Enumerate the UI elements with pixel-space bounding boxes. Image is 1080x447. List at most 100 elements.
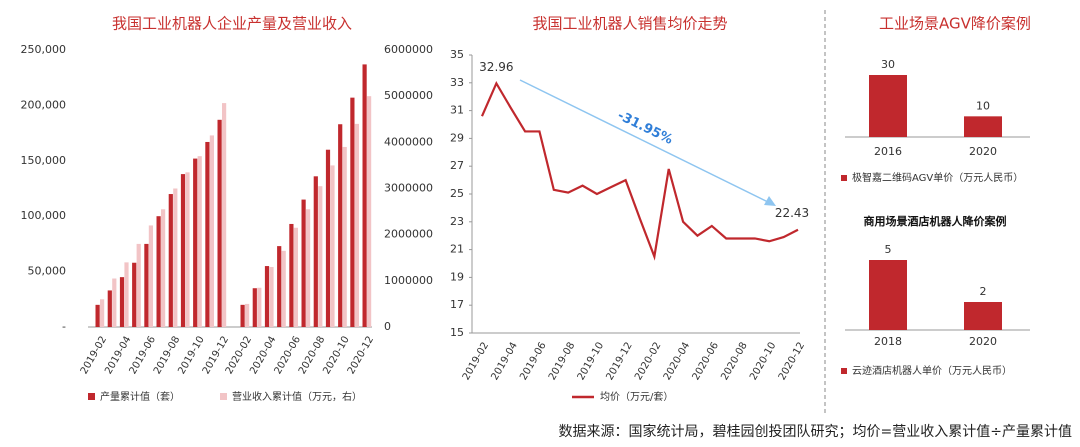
data-label: 22.43 [775, 206, 809, 220]
bar [350, 97, 355, 327]
bar [301, 199, 306, 327]
y-tick-label: 100,000 [21, 209, 67, 222]
y-tick-label: 50,000 [28, 265, 67, 278]
source-note: 数据来源：国家统计局，碧桂园创投团队研究；均价=营业收入累计值÷产量累计值 [559, 423, 1072, 440]
legend-label: 均价（万元/套） [600, 390, 673, 403]
bar [257, 287, 262, 327]
bar [252, 288, 257, 327]
bar [222, 103, 227, 327]
bar [205, 141, 210, 327]
line [480, 80, 799, 261]
data-label: 32.96 [479, 60, 513, 74]
x-tick-label: 2020-06 [691, 341, 721, 383]
bar [281, 250, 286, 327]
bar [354, 123, 359, 327]
y-tick-label: 35 [450, 48, 464, 61]
y2-tick-label: 6000000 [384, 43, 433, 56]
y-tick-label: 15 [450, 326, 464, 339]
x-tick-label: 2020-08 [719, 341, 749, 383]
y2-tick-label: 3000000 [384, 182, 433, 195]
x-tick-label: 2020-02 [633, 341, 663, 383]
bar [330, 165, 335, 327]
bar [325, 149, 331, 327]
y-tick-label: 25 [450, 187, 464, 200]
legend-label: 营业收入累计值（万元，右） [232, 390, 362, 403]
bar [136, 243, 141, 327]
x-tick-label: 2019-04 [489, 341, 519, 383]
y-tick-label: 17 [450, 298, 464, 311]
bar [338, 124, 343, 328]
bar [245, 303, 250, 327]
bar [119, 277, 125, 327]
x-tick-label: 2016 [874, 145, 902, 158]
chart-title: 商用场景酒店机器人降价案例 [864, 214, 1007, 228]
x-tick-label: 2020 [969, 145, 997, 158]
bar [289, 223, 294, 327]
x-tick-label: 2018 [874, 335, 902, 348]
y-tick-label: 21 [450, 243, 464, 256]
bar [148, 225, 153, 327]
y2-tick-label: 5000000 [384, 89, 433, 102]
bar [269, 266, 274, 327]
bar [124, 262, 129, 327]
y-tick-label: - [62, 320, 66, 333]
bar [313, 176, 318, 327]
bar [277, 246, 282, 327]
bar [964, 116, 1002, 137]
y2-tick-label: 1000000 [384, 274, 433, 287]
bar [168, 194, 173, 327]
x-tick-label: 2019-12 [604, 341, 634, 383]
bar [161, 209, 166, 327]
bar [144, 243, 149, 327]
bar [318, 186, 323, 327]
y2-tick-label: 4000000 [384, 135, 433, 148]
legend-swatch [841, 368, 847, 374]
bar [95, 304, 100, 327]
bar [193, 158, 198, 327]
x-tick-label: 2019-02 [461, 341, 491, 383]
y-tick-label: 150,000 [21, 154, 67, 167]
bar [264, 266, 270, 327]
bar [107, 290, 112, 327]
bar [869, 260, 907, 330]
data-label: 10 [976, 99, 990, 112]
data-label: 2 [980, 285, 987, 298]
bar [306, 209, 311, 327]
x-tick-label: 2019-06 [518, 341, 548, 383]
legend-label: 产量累计值（套） [100, 390, 180, 403]
bar [112, 278, 117, 327]
y-tick-label: 29 [450, 131, 464, 144]
legend-label: 极智嘉二维码AGV单价（万元人民币） [852, 171, 1023, 184]
bar [185, 172, 190, 327]
y-tick-label: 23 [450, 215, 464, 228]
bar [173, 188, 178, 327]
bar [217, 119, 222, 327]
x-tick-label: 2020-10 [748, 341, 778, 383]
legend-label: 云迹酒店机器人单价（万元人民币） [852, 364, 1012, 377]
y-tick-label: 33 [450, 76, 464, 89]
x-tick-label: 2019-10 [576, 341, 606, 383]
x-tick-label: 2020 [969, 335, 997, 348]
y-tick-label: 31 [450, 104, 464, 117]
bar [180, 174, 186, 327]
legend-swatch [220, 393, 227, 400]
bar [362, 64, 367, 328]
bar [209, 135, 214, 327]
chart-title: 工业场景AGV降价案例 [879, 15, 1031, 33]
chart-title: 我国工业机器人销售均价走势 [532, 15, 727, 33]
legend-swatch [841, 175, 847, 181]
bar [100, 299, 105, 327]
y-tick-label: 200,000 [21, 98, 67, 111]
x-tick-label: 2020-12 [777, 341, 807, 383]
legend-swatch [88, 393, 95, 400]
bar [342, 146, 347, 327]
bar [240, 304, 245, 327]
y-tick-label: 19 [450, 270, 464, 283]
x-tick-label: 2020-04 [662, 341, 692, 383]
trend-arrow [519, 79, 771, 204]
y2-tick-label: 0 [384, 320, 391, 333]
arrow-head [764, 196, 776, 206]
x-tick-label: 2019-08 [547, 341, 577, 383]
y2-tick-label: 2000000 [384, 228, 433, 241]
